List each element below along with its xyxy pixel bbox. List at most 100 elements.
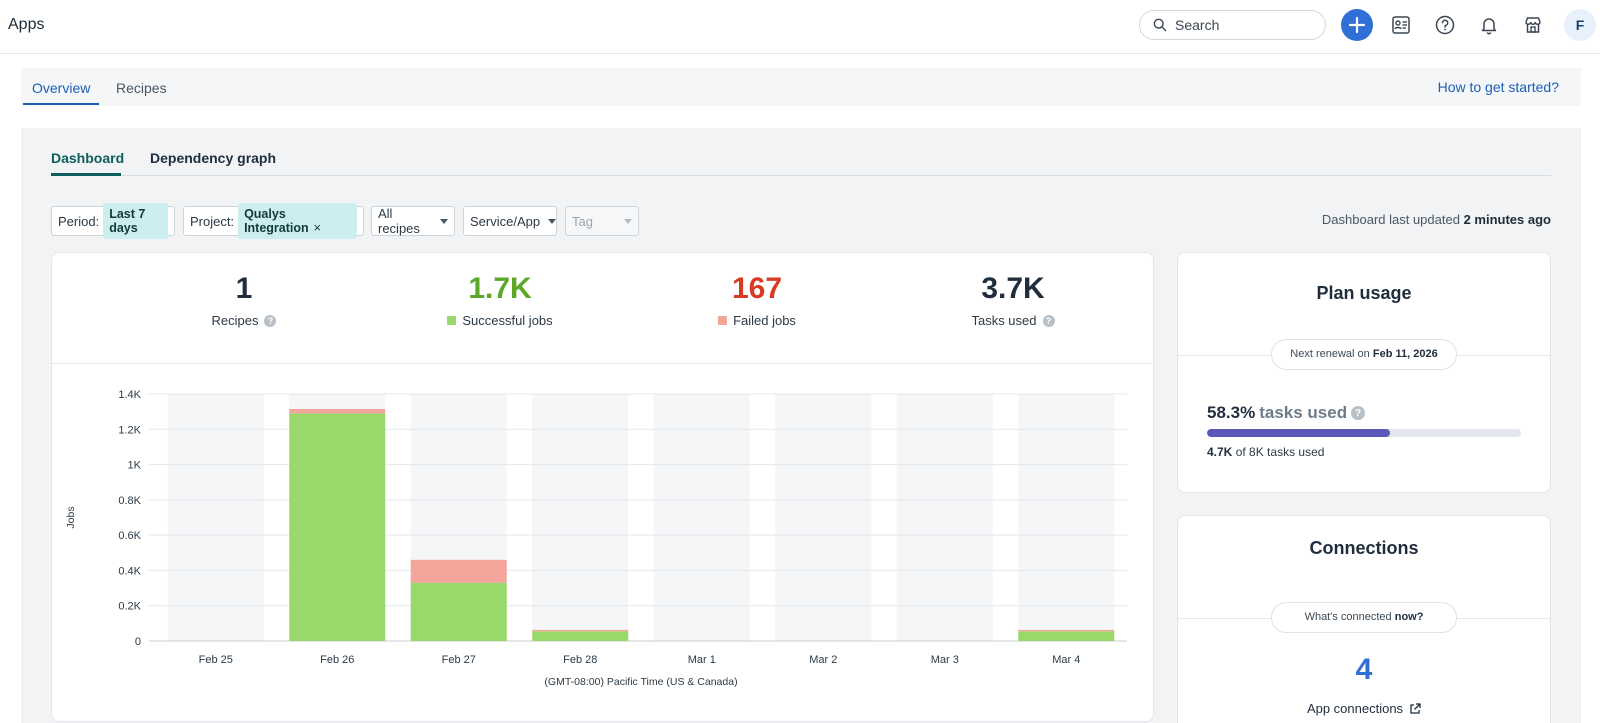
search-icon [1153, 18, 1167, 32]
tasks-used-label: Tasks used [971, 313, 1037, 328]
tab-dashboard[interactable]: Dashboard [51, 150, 125, 166]
period-filter-value: Last 7 days [103, 203, 168, 239]
renewal-pill: Next renewal on Feb 11, 2026 [1271, 339, 1457, 370]
service-app-filter-label: Service/App [470, 213, 541, 229]
failed-jobs-bar [1018, 629, 1115, 632]
tab-dependency-graph[interactable]: Dependency graph [150, 150, 277, 166]
failed-jobs-bar [532, 629, 629, 632]
tasks-used-summary: 4.7K of 8K tasks used [1207, 445, 1324, 459]
store-icon [1525, 17, 1541, 33]
failed-legend-swatch [718, 316, 728, 325]
help-icon[interactable]: ? [1351, 406, 1366, 420]
divider [52, 363, 1153, 364]
top-bar: Apps F [0, 0, 1600, 54]
connections-title: Connections [1309, 538, 1419, 558]
failed-jobs-bar [410, 559, 507, 583]
whats-connected-now: now? [1394, 611, 1424, 623]
recipes-label: Recipes [211, 313, 259, 328]
x-tick-label: Feb 27 [442, 654, 476, 666]
last-updated-label: Dashboard last updated [1321, 212, 1460, 227]
service-app-filter[interactable]: Service/App [463, 206, 557, 236]
recipes-count: 1 [235, 272, 253, 305]
stat-tasks-used: 3.7K Tasks used? [913, 271, 1113, 328]
stat-recipes: 1 Recipes? [144, 271, 344, 328]
app-connections-label: App connections [1306, 701, 1404, 716]
search-input[interactable] [1175, 17, 1315, 33]
project-filter-label: Project: [190, 213, 235, 229]
project-filter-chip: Qualys Integration × [238, 203, 357, 239]
marketplace-button[interactable] [1517, 9, 1549, 41]
x-tick-label: Feb 25 [199, 654, 233, 666]
column-background [775, 394, 872, 641]
x-axis-label: (GMT-08:00) Pacific Time (US & Canada) [544, 676, 737, 688]
successful-jobs-bar [289, 413, 386, 641]
chevron-down-icon [548, 218, 557, 224]
failed-jobs-bar [289, 408, 386, 414]
x-tick-label: Mar 1 [688, 654, 716, 666]
recipes-filter[interactable]: All recipes [371, 206, 455, 236]
successful-jobs-bar [532, 631, 629, 641]
column-background [1018, 394, 1115, 641]
period-filter[interactable]: Period: Last 7 days [51, 203, 175, 239]
tasks-progress-bar [1207, 429, 1521, 437]
y-axis-label: Jobs [65, 506, 77, 528]
column-background [532, 394, 629, 641]
stat-failed-jobs: 167 Failed jobs [657, 271, 857, 328]
tasks-used-percent-value: 58.3% [1207, 403, 1256, 422]
y-tick-label: 0.4K [118, 565, 141, 577]
tasks-progress-fill [1207, 429, 1391, 437]
plan-usage-card: Plan usage Next renewal on Feb 11, 2026 … [1177, 252, 1551, 493]
connections-card: Connections What's connected now? 4 App … [1177, 515, 1551, 723]
y-tick-label: 1K [128, 460, 142, 472]
app-title: Apps [8, 16, 45, 33]
y-tick-label: 0 [135, 636, 141, 648]
renewal-date: Feb 11, 2026 [1372, 348, 1438, 360]
app-connections-count: 4 [1355, 653, 1373, 686]
recipes-filter-label: All recipes [378, 206, 420, 236]
tab-overview[interactable]: Overview [32, 80, 91, 96]
create-button[interactable] [1341, 9, 1373, 41]
app-connections-link[interactable]: App connections [1178, 701, 1550, 716]
chevron-down-icon [624, 218, 632, 224]
search-box[interactable] [1139, 10, 1326, 40]
tag-filter[interactable]: Tag [565, 206, 639, 236]
tab-recipes[interactable]: Recipes [116, 80, 167, 96]
project-filter-value: Qualys Integration [244, 207, 309, 235]
y-tick-label: 0.6K [118, 530, 141, 542]
last-updated: Dashboard last updated 2 minutes ago [1322, 212, 1551, 227]
successful-jobs-count: 1.7K [468, 272, 532, 305]
y-tick-label: 1.4K [118, 389, 141, 401]
remove-project-icon[interactable]: × [313, 221, 321, 235]
tasks-used-percent: 58.3% tasks used? [1207, 403, 1366, 423]
x-tick-label: Mar 2 [809, 654, 837, 666]
help-icon[interactable]: ? [1042, 314, 1055, 327]
workspace-directory-button[interactable] [1385, 9, 1417, 41]
failed-jobs-count: 167 [731, 272, 783, 305]
dashboard-sub-tabs: Dashboard Dependency graph [51, 150, 1551, 176]
failed-jobs-label: Failed jobs [733, 313, 796, 328]
y-tick-label: 0.2K [118, 601, 141, 613]
column-background [896, 394, 993, 641]
stat-successful-jobs: 1.7K Successful jobs [400, 271, 600, 328]
whats-connected-pill[interactable]: What's connected now? [1271, 602, 1457, 633]
page-tabs: Overview Recipes How to get started? [21, 68, 1581, 106]
project-filter[interactable]: Project: Qualys Integration × [183, 203, 364, 239]
tasks-used-total: of 8K tasks used [1235, 445, 1325, 459]
jobs-bar-chart: 0 0.2K 0.4K 0.6K 0.8K 1K 1.2K 1.4K Feb 25 Feb 26 F… [65, 389, 1127, 688]
tasks-used-count: 3.7K [981, 272, 1045, 305]
successful-jobs-bar [410, 582, 507, 641]
plus-icon [1348, 16, 1366, 34]
help-button[interactable] [1429, 9, 1461, 41]
how-to-get-started-link[interactable]: How to get started? [1437, 79, 1559, 95]
tasks-used-percent-label: tasks used [1259, 403, 1348, 422]
notifications-button[interactable] [1473, 9, 1505, 41]
user-avatar[interactable]: F [1564, 9, 1596, 41]
x-tick-label: Feb 26 [320, 654, 354, 666]
x-tick-label: Mar 3 [931, 654, 959, 666]
active-sub-tab-indicator [51, 173, 121, 176]
help-icon[interactable]: ? [264, 314, 277, 327]
x-tick-label: Mar 4 [1052, 654, 1080, 666]
successful-jobs-bar [1018, 631, 1115, 641]
y-tick-label: 0.8K [118, 495, 141, 507]
plan-usage-title: Plan usage [1316, 283, 1412, 303]
